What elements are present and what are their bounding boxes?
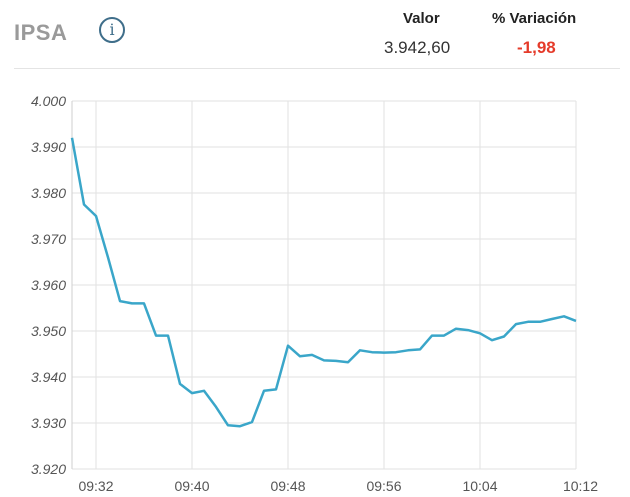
y-tick-label: 3.930 [31, 415, 66, 431]
x-tick-label: 09:56 [366, 478, 401, 494]
x-tick-label: 09:32 [78, 478, 113, 494]
index-name: IPSA [14, 20, 68, 45]
grid-lines [71, 100, 577, 470]
y-tick-label: 3.970 [31, 231, 66, 247]
y-tick-label: 3.960 [31, 277, 66, 293]
y-tick-label: 3.990 [31, 139, 66, 155]
variacion-label: % Variación [492, 10, 577, 27]
x-axis-ticks: 09:32 09:40 09:48 09:56 10:04 10:12 [78, 478, 598, 494]
x-tick-label: 09:48 [270, 478, 305, 494]
header-divider [14, 68, 620, 69]
x-tick-label: 09:40 [174, 478, 209, 494]
x-tick-label: 10:04 [462, 478, 497, 494]
y-tick-label: 4.000 [31, 93, 66, 109]
header: IPSA i Valor 3.942,60 % Variación -1,98 [0, 0, 630, 68]
series-line [70, 137, 577, 428]
y-axis-ticks: 4.000 3.990 3.980 3.970 3.960 3.950 3.940 3.930… [31, 93, 66, 477]
y-tick-label: 3.940 [31, 369, 66, 385]
valor-label: Valor [403, 10, 440, 27]
info-circle-icon[interactable]: i [99, 17, 125, 43]
y-tick-label: 3.980 [31, 185, 66, 201]
variacion-value: -1,98 [517, 38, 556, 57]
x-tick-label: 10:12 [563, 478, 598, 494]
y-tick-label: 3.920 [31, 461, 66, 477]
y-tick-label: 3.950 [31, 323, 66, 339]
valor-value: 3.942,60 [384, 38, 451, 57]
